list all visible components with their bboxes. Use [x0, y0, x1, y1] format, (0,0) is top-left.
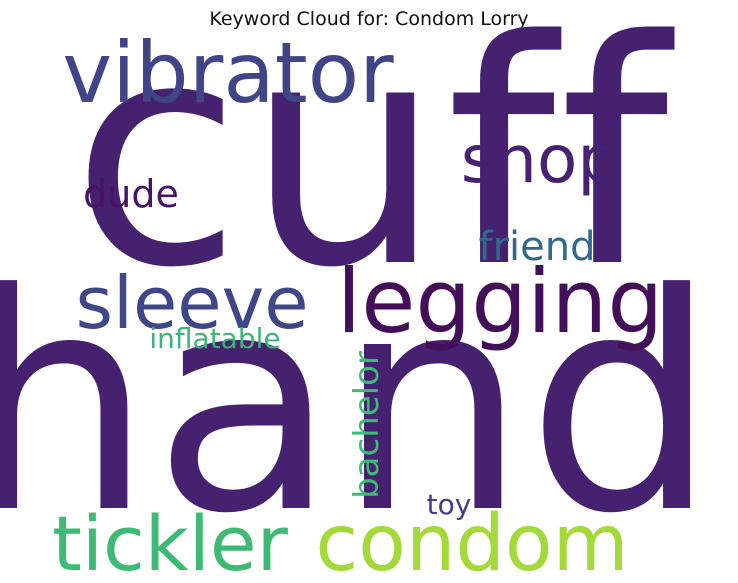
word-cuff: cuff	[71, 0, 675, 336]
word-friend: friend	[479, 224, 596, 270]
word-legging: legging	[337, 250, 663, 353]
word-tickler: tickler	[52, 499, 289, 583]
word-vibrator: vibrator	[62, 24, 394, 122]
word-shop: shop	[461, 121, 620, 198]
chart-title: Keyword Cloud for: Condom Lorry	[209, 8, 529, 30]
word-toy: toy	[427, 488, 472, 521]
word-bachelor: bachelor	[347, 351, 387, 499]
word-sleeve: sleeve	[75, 261, 308, 345]
word-dude: dude	[83, 172, 179, 216]
word-inflatable: inflatable	[149, 322, 280, 355]
word-condom: condom	[315, 499, 628, 583]
word-hand: hand	[0, 230, 717, 579]
